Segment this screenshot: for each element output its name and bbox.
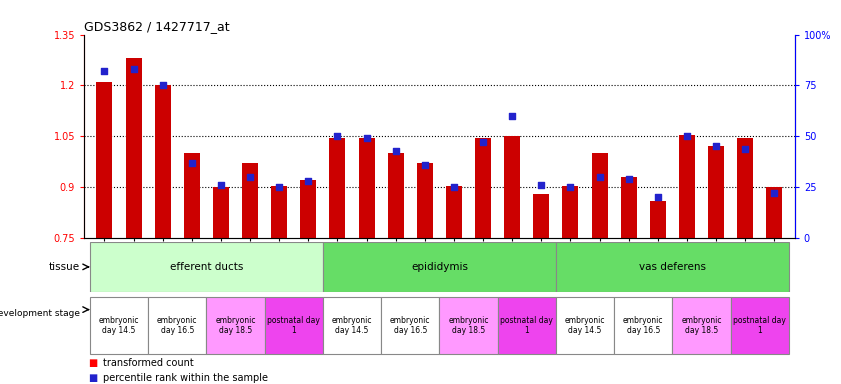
Point — [738, 146, 752, 152]
Point — [447, 184, 461, 190]
Bar — [206, 297, 265, 354]
Bar — [388, 153, 404, 238]
Bar — [148, 297, 206, 354]
Text: embryonic
day 18.5: embryonic day 18.5 — [448, 316, 489, 335]
Bar — [673, 297, 731, 354]
Point — [476, 139, 489, 146]
Bar — [184, 153, 200, 238]
Point — [593, 174, 606, 180]
Bar — [358, 138, 374, 238]
Point — [331, 133, 344, 139]
Bar — [533, 194, 549, 238]
Text: postnatal day
1: postnatal day 1 — [500, 316, 553, 335]
Bar — [650, 201, 666, 238]
Point — [389, 147, 403, 154]
Point — [535, 182, 548, 188]
Bar — [242, 164, 258, 238]
Point — [360, 135, 373, 141]
Text: percentile rank within the sample: percentile rank within the sample — [103, 373, 267, 383]
Bar — [125, 58, 141, 238]
Bar — [155, 86, 171, 238]
Bar — [556, 297, 614, 354]
Text: postnatal day
1: postnatal day 1 — [267, 316, 320, 335]
Text: embryonic
day 14.5: embryonic day 14.5 — [565, 316, 606, 335]
Text: postnatal day
1: postnatal day 1 — [733, 316, 786, 335]
Bar — [708, 147, 724, 238]
Text: embryonic
day 16.5: embryonic day 16.5 — [157, 316, 198, 335]
Text: ■: ■ — [88, 358, 98, 368]
Bar — [439, 297, 498, 354]
Point — [418, 162, 431, 168]
Bar — [272, 185, 288, 238]
Point — [272, 184, 286, 190]
Bar — [621, 177, 637, 238]
Text: efferent ducts: efferent ducts — [170, 262, 243, 272]
Bar — [323, 242, 556, 292]
Point — [768, 190, 781, 196]
Bar — [417, 164, 433, 238]
Text: epididymis: epididymis — [411, 262, 468, 272]
Bar — [90, 242, 323, 292]
Bar — [90, 297, 148, 354]
Bar — [614, 297, 673, 354]
Point — [185, 160, 198, 166]
Text: development stage: development stage — [0, 310, 80, 318]
Text: embryonic
day 18.5: embryonic day 18.5 — [681, 316, 722, 335]
Bar — [446, 185, 462, 238]
Bar — [679, 135, 695, 238]
Text: embryonic
day 14.5: embryonic day 14.5 — [98, 316, 140, 335]
Bar — [300, 180, 316, 238]
Point — [127, 66, 140, 72]
Text: transformed count: transformed count — [103, 358, 193, 368]
Bar — [591, 153, 607, 238]
Bar — [97, 82, 113, 238]
Text: embryonic
day 16.5: embryonic day 16.5 — [390, 316, 431, 335]
Bar — [563, 185, 579, 238]
Bar — [556, 242, 789, 292]
Point — [156, 83, 170, 89]
Bar — [766, 187, 782, 238]
Point — [651, 194, 664, 200]
Text: embryonic
day 14.5: embryonic day 14.5 — [332, 316, 373, 335]
Point — [680, 133, 694, 139]
Text: vas deferens: vas deferens — [639, 262, 706, 272]
Text: embryonic
day 16.5: embryonic day 16.5 — [623, 316, 664, 335]
Text: embryonic
day 18.5: embryonic day 18.5 — [215, 316, 256, 335]
Text: tissue: tissue — [49, 262, 80, 272]
Bar — [330, 138, 346, 238]
Bar — [738, 138, 754, 238]
Text: GDS3862 / 1427717_at: GDS3862 / 1427717_at — [84, 20, 230, 33]
Bar — [381, 297, 439, 354]
Point — [214, 182, 228, 188]
Bar — [475, 138, 491, 238]
Point — [302, 178, 315, 184]
Point — [563, 184, 577, 190]
Bar — [498, 297, 556, 354]
Point — [505, 113, 519, 119]
Point — [622, 176, 636, 182]
Bar — [265, 297, 323, 354]
Bar — [323, 297, 381, 354]
Point — [243, 174, 257, 180]
Bar — [731, 297, 789, 354]
Text: ■: ■ — [88, 373, 98, 383]
Bar — [213, 187, 229, 238]
Point — [98, 68, 111, 74]
Point — [709, 144, 722, 150]
Bar — [505, 136, 521, 238]
